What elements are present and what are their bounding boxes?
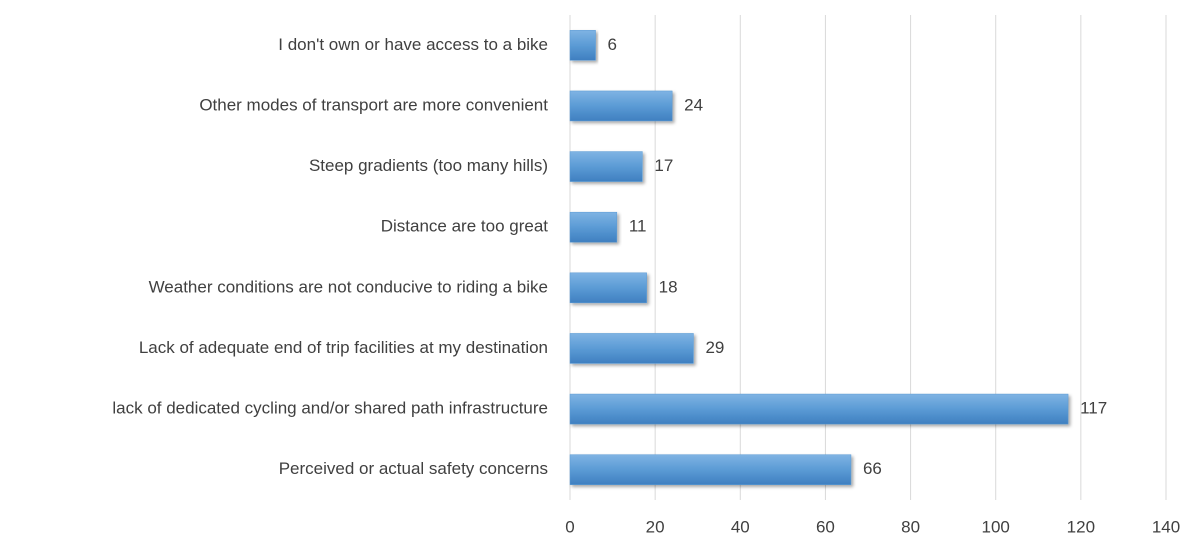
x-tick-label: 20 — [646, 517, 665, 536]
data-label: 117 — [1080, 399, 1107, 418]
bar — [569, 393, 1069, 425]
data-label: 18 — [659, 277, 678, 296]
data-label: 6 — [608, 35, 617, 54]
x-tick-label: 100 — [982, 517, 1010, 536]
bar — [569, 211, 618, 243]
x-tick-label: 140 — [1152, 517, 1180, 536]
data-label: 29 — [705, 338, 724, 357]
bar — [569, 272, 647, 304]
y-tick-label: Steep gradients (too many hills) — [309, 156, 548, 175]
bar — [569, 151, 643, 182]
y-tick-label: Lack of adequate end of trip facilities … — [139, 338, 548, 357]
y-tick-label: Distance are too great — [381, 217, 549, 236]
y-tick-label: Other modes of transport are more conven… — [199, 95, 548, 114]
x-tick-label: 120 — [1067, 517, 1095, 536]
data-label: 24 — [684, 95, 703, 114]
x-tick-label: 0 — [565, 517, 574, 536]
y-tick-label: lack of dedicated cycling and/or shared … — [112, 399, 548, 418]
bar — [569, 454, 852, 485]
y-tick-label: I don't own or have access to a bike — [278, 35, 548, 54]
x-tick-label: 40 — [731, 517, 750, 536]
x-tick-label: 80 — [901, 517, 920, 536]
bar — [569, 30, 596, 61]
data-label: 66 — [863, 459, 882, 478]
bar — [569, 90, 673, 122]
bar — [569, 333, 694, 364]
y-tick-label: Perceived or actual safety concerns — [279, 459, 548, 478]
x-tick-label: 60 — [816, 517, 835, 536]
y-tick-label: Weather conditions are not conducive to … — [149, 277, 548, 296]
data-label: 11 — [629, 217, 647, 236]
data-label: 17 — [654, 156, 673, 175]
